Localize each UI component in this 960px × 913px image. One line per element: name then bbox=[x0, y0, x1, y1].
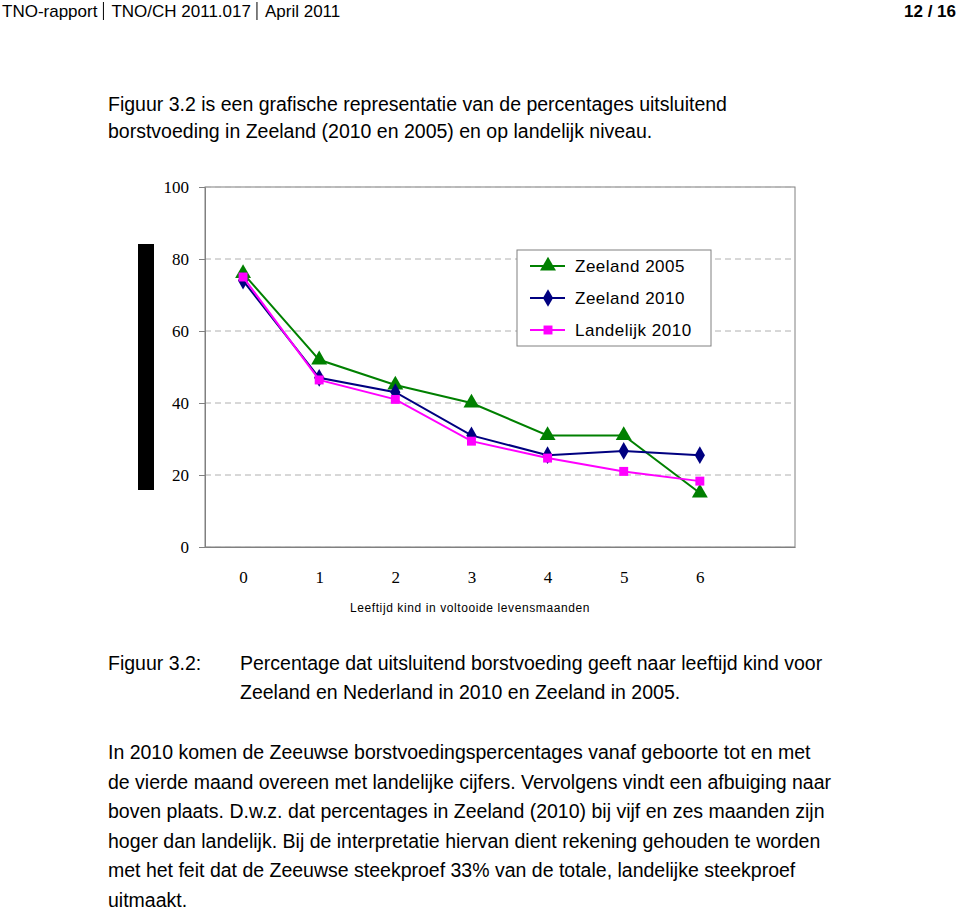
x-tick-label: 2 bbox=[392, 568, 401, 587]
y-tick-mark bbox=[199, 259, 205, 260]
series-marker bbox=[315, 375, 324, 384]
grid-line bbox=[205, 403, 795, 404]
y-axis: 0 20 40 60 80 100 bbox=[164, 178, 206, 557]
y-tick-label: 0 bbox=[181, 538, 190, 557]
series-marker bbox=[695, 446, 705, 464]
y-tick: 100 bbox=[164, 178, 206, 197]
legend-marker bbox=[544, 326, 553, 335]
series-marker bbox=[467, 437, 476, 446]
y-tick-label: 80 bbox=[172, 250, 189, 269]
series-marker bbox=[695, 477, 704, 486]
y-tick-mark bbox=[199, 331, 205, 332]
legend-box bbox=[517, 250, 711, 346]
x-tick: 6 bbox=[696, 547, 705, 587]
x-tick-label: 6 bbox=[696, 568, 705, 587]
y-tick-label: 40 bbox=[172, 394, 189, 413]
grid-line bbox=[205, 547, 795, 548]
series-marker bbox=[692, 484, 708, 498]
y-tick: 80 bbox=[172, 250, 205, 269]
y-tick-mark bbox=[199, 475, 205, 476]
y-tick-label: 20 bbox=[172, 466, 189, 485]
plot-frame bbox=[205, 187, 795, 547]
y-tick-mark bbox=[199, 403, 205, 404]
x-tick: 3 bbox=[468, 547, 477, 587]
body-line: In 2010 komen de Zeeuwse borstvoedingspe… bbox=[108, 741, 811, 763]
y-tick-mark bbox=[199, 187, 205, 188]
x-tick: 0 bbox=[239, 547, 248, 587]
series-marker bbox=[314, 369, 324, 387]
plot-marks bbox=[235, 264, 708, 497]
intro-line: borstvoeding in Zeeland (2010 en 2005) e… bbox=[108, 120, 652, 142]
x-axis-title: Leeftijd kind in voltooide levensmaanden bbox=[350, 601, 590, 615]
legend-label: Landelijk 2010 bbox=[575, 321, 692, 340]
page-number: 12 / 16 bbox=[904, 2, 956, 21]
x-axis-line bbox=[206, 547, 796, 548]
intro-line: Figuur 3.2 is een grafische representati… bbox=[108, 93, 727, 115]
series-marker bbox=[616, 426, 632, 440]
x-tick-label: 4 bbox=[544, 568, 553, 587]
chart: 0 20 40 60 80 100 0 1 2 3 4 5 6 Leeftijd kind in volt… bbox=[138, 178, 796, 615]
x-tick: 2 bbox=[392, 547, 401, 587]
grid-line bbox=[205, 187, 795, 188]
legend-label: Zeeland 2005 bbox=[575, 257, 685, 276]
legend-label: Zeeland 2010 bbox=[575, 289, 685, 308]
series-line bbox=[243, 281, 700, 456]
caption-line: Percentage dat uitsluitend borstvoeding … bbox=[240, 652, 823, 674]
series-marker bbox=[540, 426, 556, 440]
x-tick-label: 0 bbox=[239, 568, 248, 587]
x-tick: 5 bbox=[620, 547, 629, 587]
series-marker bbox=[463, 394, 479, 408]
series-marker bbox=[619, 442, 629, 460]
x-tick-label: 3 bbox=[468, 568, 477, 587]
series-line bbox=[243, 273, 700, 493]
series-marker bbox=[619, 467, 628, 476]
series-marker bbox=[391, 395, 400, 404]
series-marker bbox=[239, 273, 248, 282]
y-tick: 0 bbox=[181, 538, 206, 557]
body-line: de vierde maand overeen met landelijke c… bbox=[108, 771, 832, 793]
x-tick-label: 1 bbox=[315, 568, 324, 587]
header-item: TNO/CH 2011.017 bbox=[111, 2, 251, 21]
series-line bbox=[243, 277, 700, 481]
y-tick: 40 bbox=[172, 394, 205, 413]
y-tick: 60 bbox=[172, 322, 205, 341]
legend: Zeeland 2005 Zeeland 2010 Landelijk 2010 bbox=[517, 250, 711, 346]
series-marker bbox=[238, 272, 248, 290]
header-item: April 2011 bbox=[265, 2, 340, 21]
x-tick: 1 bbox=[315, 547, 324, 587]
body-line: met het feit dat de Zeeuwse steekproef 3… bbox=[108, 859, 796, 881]
legend-marker bbox=[543, 289, 553, 307]
margin-bar bbox=[138, 244, 154, 490]
y-tick-mark bbox=[199, 547, 205, 548]
y-tick-label: 60 bbox=[172, 322, 189, 341]
x-tick: 4 bbox=[544, 547, 553, 587]
grid-line bbox=[205, 475, 795, 476]
y-axis-line bbox=[199, 188, 206, 548]
body-line: uitmaakt. bbox=[108, 889, 187, 911]
header-separator bbox=[256, 2, 257, 20]
caption-line: Zeeland en Nederland in 2010 en Zeeland … bbox=[240, 681, 680, 703]
y-tick-label: 100 bbox=[164, 178, 190, 197]
caption-label: Figuur 3.2: bbox=[108, 652, 201, 674]
legend-marker bbox=[540, 257, 556, 271]
series-marker bbox=[542, 446, 552, 464]
header-separator bbox=[103, 2, 104, 20]
y-tick: 20 bbox=[172, 466, 205, 485]
body-line: boven plaats. D.w.z. dat percentages in … bbox=[108, 800, 825, 822]
series-marker bbox=[543, 454, 552, 463]
x-tick-label: 5 bbox=[620, 568, 629, 587]
body-line: hoger dan landelijk. Bij de interpretati… bbox=[108, 830, 820, 852]
series-marker bbox=[311, 351, 327, 365]
page: TNO-rapport TNO/CH 2011.017 April 2011 12 /… bbox=[0, 0, 960, 913]
x-axis: 0 1 2 3 4 5 6 bbox=[206, 547, 796, 587]
header-item: TNO-rapport bbox=[2, 2, 98, 21]
